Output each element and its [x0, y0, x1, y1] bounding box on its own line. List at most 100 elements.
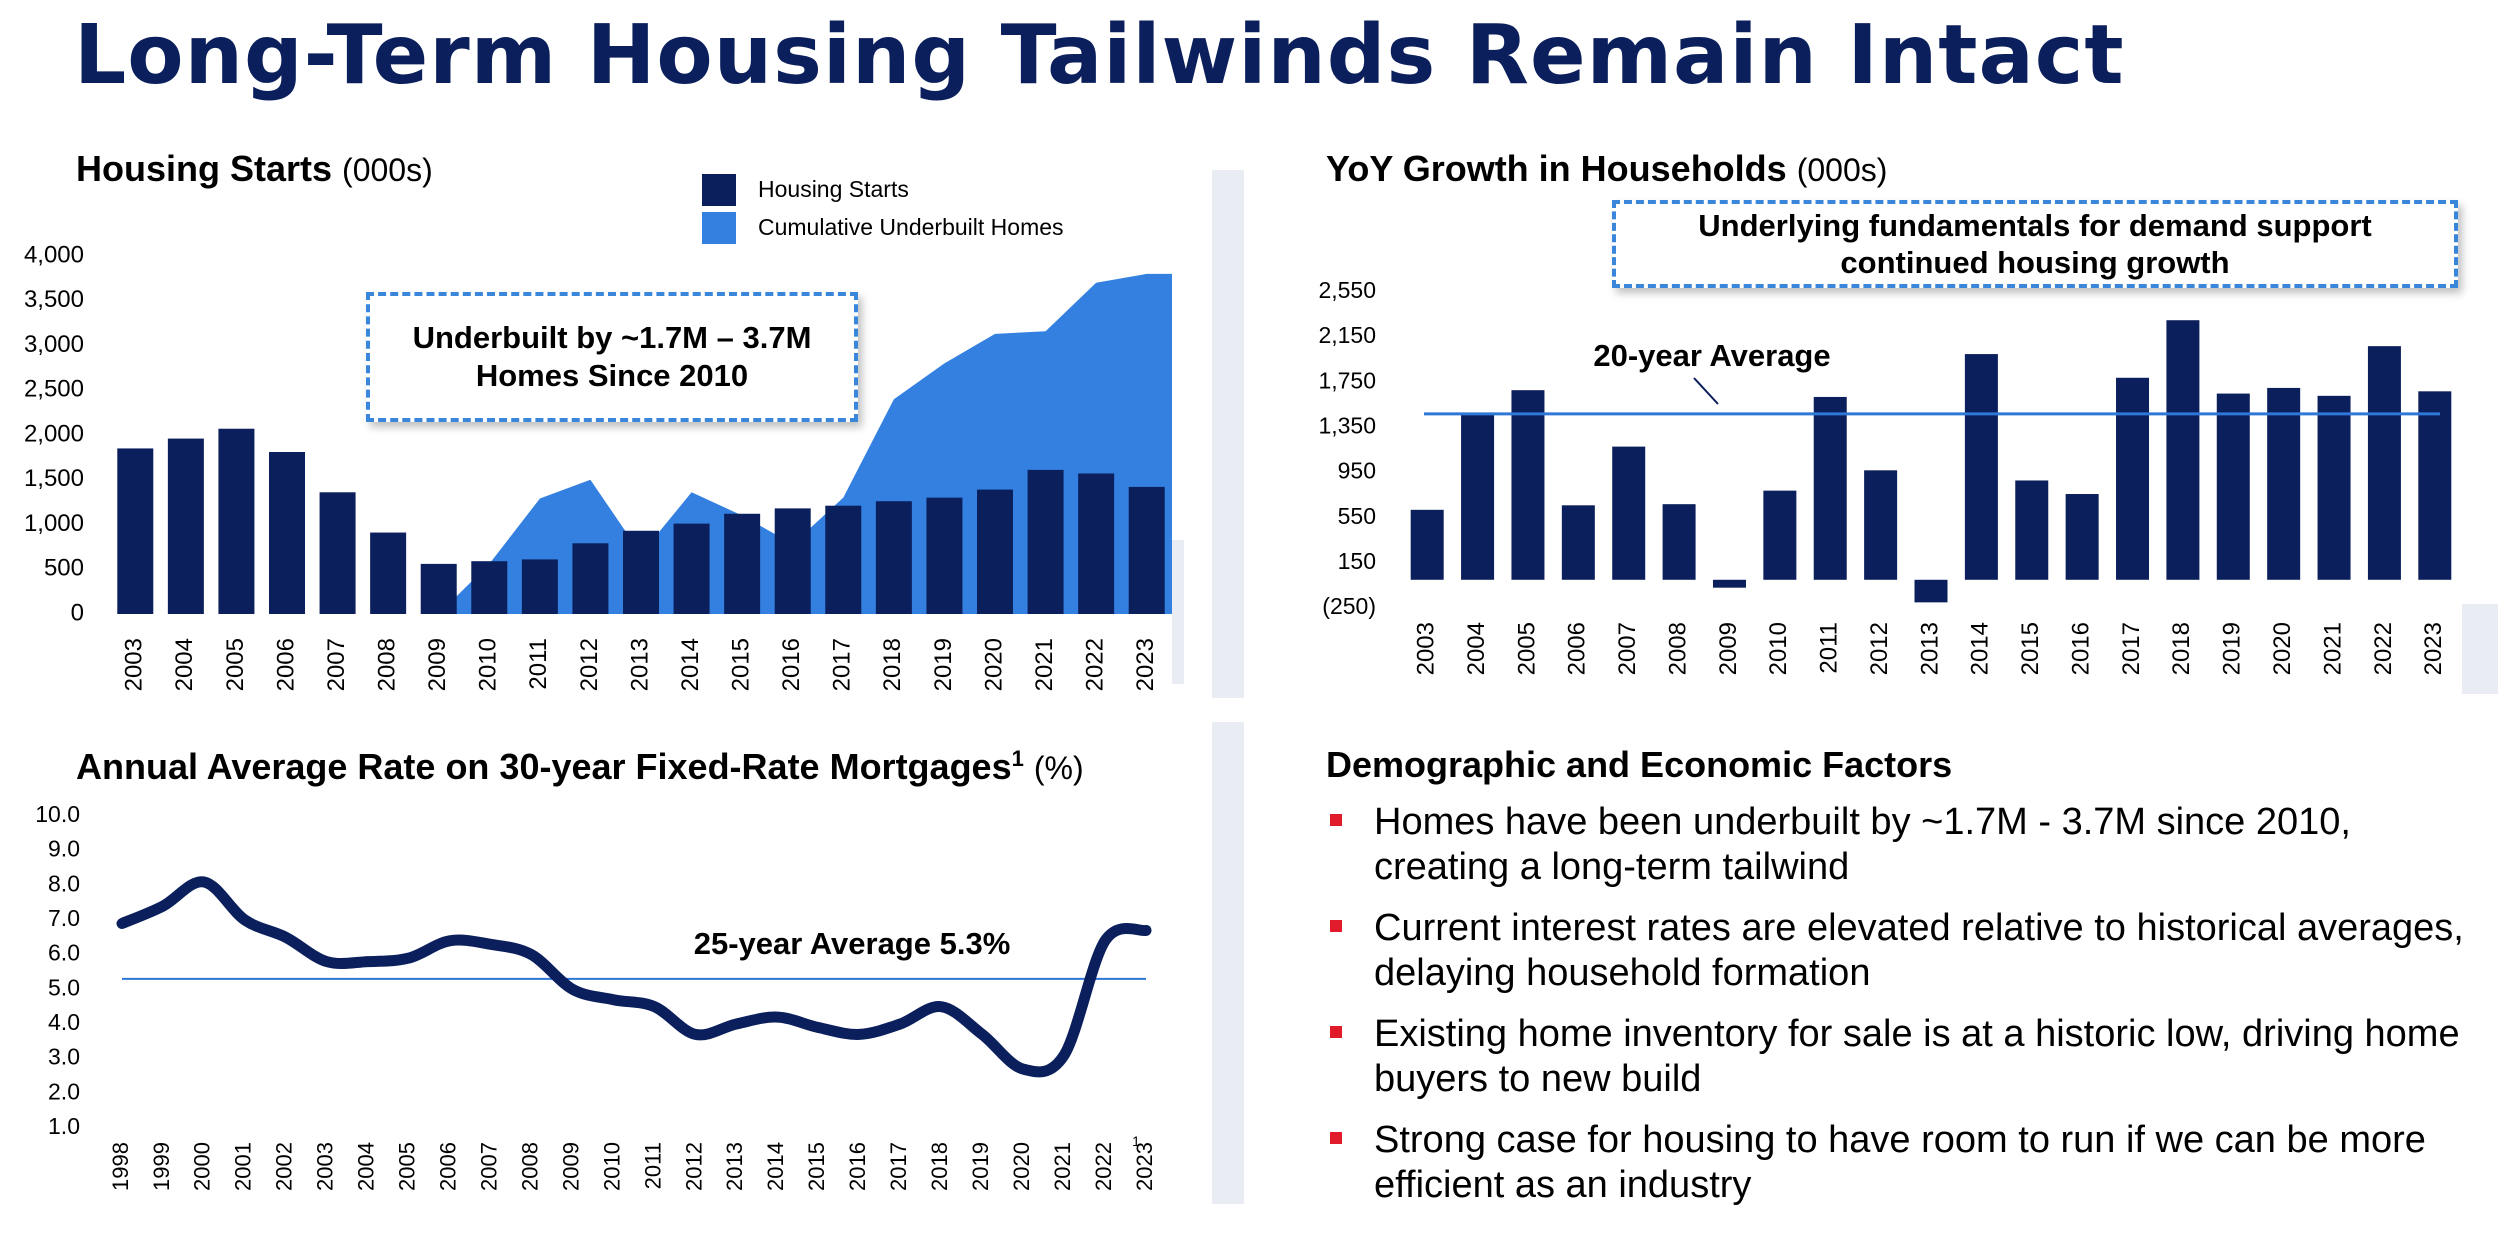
- average-pointer: [1693, 377, 1719, 405]
- factors-list: Homes have been underbuilt by ~1.7M - 3.…: [1326, 800, 2486, 1224]
- x-tick-label: 2006: [272, 638, 299, 691]
- bullet-marker: [1330, 1026, 1342, 1038]
- y-tick-label: 1,500: [24, 465, 84, 492]
- x-tick-label: 2003: [1413, 622, 1440, 675]
- x-tick-label: 2015: [804, 1142, 829, 1191]
- y-tick-label: 10.0: [35, 801, 80, 827]
- housing-starts-bar: [977, 489, 1013, 614]
- x-tick-label: 2010: [599, 1142, 624, 1191]
- underbuilt-area: [135, 273, 1172, 614]
- x-tick-label: 2004: [1463, 622, 1490, 675]
- y-tick-label: 2,150: [1318, 322, 1376, 348]
- factor-item: Current interest rates are elevated rela…: [1326, 906, 2486, 996]
- housing-starts-bar: [825, 505, 862, 614]
- y-tick-label: 3.0: [48, 1044, 80, 1070]
- y-tick-label: 500: [44, 555, 84, 582]
- y-tick-label: 0: [71, 599, 84, 626]
- vertical-divider-top: [1212, 170, 1244, 698]
- factor-text: Current interest rates are elevated rela…: [1374, 907, 2464, 994]
- x-tick-label: 2020: [2269, 622, 2296, 675]
- household-growth-bar: [2015, 480, 2049, 580]
- x-tick-label: 1999: [149, 1142, 174, 1191]
- x-tick-label: 2012: [576, 638, 603, 691]
- x-tick-label: 2000: [190, 1142, 215, 1191]
- y-tick-label: 1.0: [48, 1113, 80, 1139]
- x-tick-label: 2012: [681, 1142, 706, 1191]
- housing-starts-bar: [572, 543, 609, 614]
- fundamentals-callout-line1: Underlying fundamentals for demand suppo…: [1698, 208, 2372, 243]
- y-tick-label: 150: [1338, 548, 1376, 574]
- legend-swatch-underbuilt: [702, 212, 736, 244]
- factor-text: Homes have been underbuilt by ~1.7M - 3.…: [1374, 801, 2351, 888]
- underbuilt-callout: Underbuilt by ~1.7M – 3.7M Homes Since 2…: [366, 292, 858, 422]
- x-tick-label: 2016: [845, 1142, 870, 1191]
- housing-starts-bar: [269, 452, 305, 614]
- household-growth-bar: [2367, 346, 2401, 580]
- housing-starts-bar: [1128, 486, 1165, 614]
- mortgage-rate-line: [116, 876, 1152, 1078]
- x-tick-label: 2011: [525, 638, 552, 690]
- x-tick-label: 2009: [558, 1142, 583, 1191]
- y-tick-label: 3,000: [24, 331, 84, 358]
- household-growth-bar: [1813, 396, 1847, 580]
- household-growth-bar: [1511, 390, 1545, 580]
- household-growth-bar: [2267, 387, 2301, 580]
- x-tick-label: 2019: [968, 1142, 993, 1191]
- x-tick-label: 2021: [2319, 622, 2346, 675]
- x-tick-label: 2011: [1816, 622, 1843, 674]
- x-tick-label: 2006: [435, 1142, 460, 1191]
- y-tick-label: 950: [1338, 458, 1376, 484]
- x-tick-label: 2005: [395, 1142, 420, 1191]
- x-tick-label: 2018: [2168, 622, 2195, 675]
- bullet-marker: [1330, 814, 1342, 826]
- housing-starts-bar: [724, 513, 761, 614]
- y-tick-label: 3,500: [24, 286, 84, 313]
- legend-label: Cumulative Underbuilt Homes: [758, 214, 1064, 240]
- y-tick-label: 4,000: [24, 241, 84, 268]
- household-growth-bar: [1461, 412, 1495, 580]
- x-tick-label: 2020: [1009, 1142, 1034, 1191]
- x-tick-label: 2009: [1715, 622, 1742, 675]
- housing-starts-bar: [420, 563, 457, 614]
- household-growth-bar: [1410, 509, 1444, 580]
- x-tick-label: 2016: [778, 638, 805, 691]
- x-tick-label: 2015: [2017, 622, 2044, 675]
- housing-starts-bar: [117, 448, 154, 614]
- bullet-marker: [1330, 1132, 1342, 1144]
- x-tick-label: 2016: [2067, 622, 2094, 675]
- y-tick-label: 1,750: [1318, 367, 1376, 393]
- x-tick-label: 2017: [886, 1142, 911, 1191]
- household-growth-bar: [1662, 504, 1696, 580]
- x-tick-label: 2009: [424, 638, 451, 691]
- housing-starts-unit: (000s): [342, 152, 433, 188]
- factor-item: Existing home inventory for sale is at a…: [1326, 1012, 2486, 1102]
- legend-label: Housing Starts: [758, 176, 909, 202]
- housing-starts-bar: [471, 561, 508, 614]
- x-tick-label: 2018: [927, 1142, 952, 1191]
- y-tick-label: 8.0: [48, 870, 80, 896]
- household-growth-bar: [1712, 579, 1746, 588]
- chart-edge-shade: [2462, 604, 2498, 694]
- y-tick-label: 7.0: [48, 905, 80, 931]
- mortgage-rate-unit: (%): [1033, 750, 1084, 786]
- x-tick-label: 2011: [640, 1142, 665, 1189]
- x-tick-label: 2013: [722, 1142, 747, 1191]
- x-tick-label: 2002: [272, 1142, 297, 1191]
- x-tick-label: 2008: [517, 1142, 542, 1191]
- x-tick-label: 2003: [313, 1142, 338, 1191]
- x-tick-label: 2019: [930, 638, 957, 691]
- x-tick-label: 2007: [323, 638, 350, 691]
- x-tick-label: 2022: [1091, 1142, 1116, 1191]
- housing-starts-bar: [370, 532, 407, 614]
- household-growth-bar: [1864, 470, 1898, 580]
- y-tick-label: 1,350: [1318, 413, 1376, 439]
- x-tick-label: 2008: [1664, 622, 1691, 675]
- x-tick-label: 2014: [677, 638, 704, 691]
- household-growth-bar: [1964, 354, 1998, 580]
- housing-starts-bar: [218, 428, 255, 614]
- y-tick-label: 5.0: [48, 974, 80, 1000]
- household-growth-bar: [1612, 446, 1646, 580]
- household-growth-bar: [1763, 490, 1797, 580]
